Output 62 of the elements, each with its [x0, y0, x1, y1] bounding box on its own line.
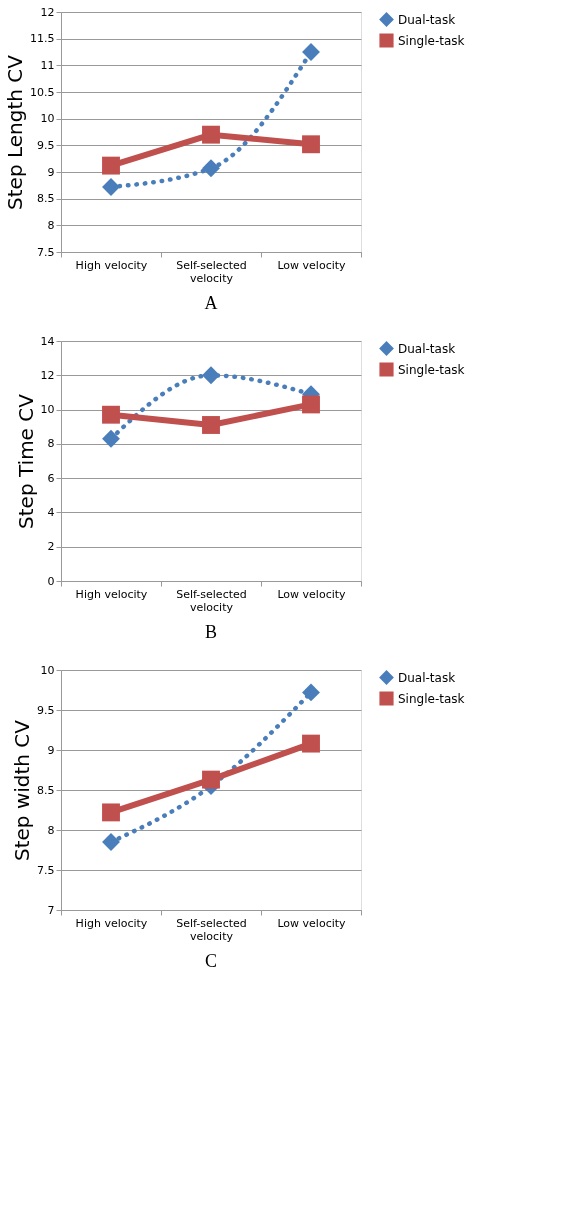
y-tick-label: 7	[47, 903, 55, 917]
legend-label: Dual-task	[398, 670, 456, 685]
y-tick-label: 10.5	[30, 85, 55, 99]
y-tick-label: 11	[40, 58, 55, 72]
y-tick-label: 8	[47, 437, 55, 451]
y-tick-label: 9	[47, 743, 55, 757]
legend-label: Dual-task	[398, 12, 456, 27]
y-tick-label: 7.5	[37, 863, 55, 877]
y-tick-label: 12	[40, 5, 55, 19]
x-tick-label: Low velocity	[277, 587, 347, 601]
y-tick-label: 9.5	[37, 703, 55, 717]
point	[102, 803, 120, 822]
point	[102, 405, 120, 424]
y-axis-title: Step width CV	[10, 719, 35, 862]
y-tick-label: 11.5	[30, 32, 55, 46]
legend-label: Single-task	[398, 33, 465, 48]
legend-label: Single-task	[398, 691, 465, 706]
y-axis-title: Step Time CV	[13, 393, 38, 529]
point	[102, 156, 120, 175]
x-tick-label: Self-selected velocity	[176, 258, 247, 285]
point	[302, 43, 320, 61]
y-tick-label: 9	[47, 165, 55, 179]
y-tick-label: 10	[40, 112, 55, 126]
legend-label: Dual-task	[398, 341, 456, 356]
y-tick-label: 7.5	[37, 245, 55, 259]
y-tick-label: 6	[47, 471, 55, 485]
legend-label: Single-task	[398, 362, 465, 377]
y-tick-label: 8.5	[37, 783, 55, 797]
point	[202, 159, 220, 178]
x-tick-label: High velocity	[75, 587, 148, 601]
point	[202, 416, 220, 434]
point	[202, 770, 220, 789]
y-tick-label: 4	[47, 505, 55, 519]
text: B	[204, 622, 218, 642]
point	[102, 177, 120, 196]
point	[202, 125, 220, 144]
point	[302, 683, 320, 702]
text: C	[204, 951, 218, 971]
x-tick-label: Low velocity	[277, 916, 347, 930]
point	[102, 833, 120, 851]
x-tick-label: High velocity	[75, 916, 148, 930]
y-tick-label: 8	[47, 823, 55, 837]
x-tick-label: High velocity	[75, 258, 148, 272]
y-tick-label: 8.5	[37, 192, 55, 206]
y-axis-title: Step Length CV	[3, 54, 28, 210]
y-tick-label: 9.5	[37, 138, 55, 152]
y-tick-label: 2	[47, 540, 55, 554]
y-tick-label: 14	[40, 334, 55, 348]
text: A	[204, 293, 218, 313]
point	[202, 366, 220, 385]
x-tick-label: Self-selected velocity	[176, 587, 247, 614]
y-tick-label: 8	[47, 218, 55, 232]
point	[102, 429, 120, 448]
y-tick-label: 10	[40, 663, 55, 677]
y-tick-label: 0	[47, 574, 55, 588]
x-tick-label: Low velocity	[277, 258, 347, 272]
point	[302, 734, 320, 753]
y-tick-label: 12	[40, 368, 55, 382]
y-tick-label: 10	[40, 403, 55, 417]
point	[302, 395, 320, 414]
x-tick-label: Self-selected velocity	[176, 916, 247, 943]
point	[302, 135, 320, 154]
